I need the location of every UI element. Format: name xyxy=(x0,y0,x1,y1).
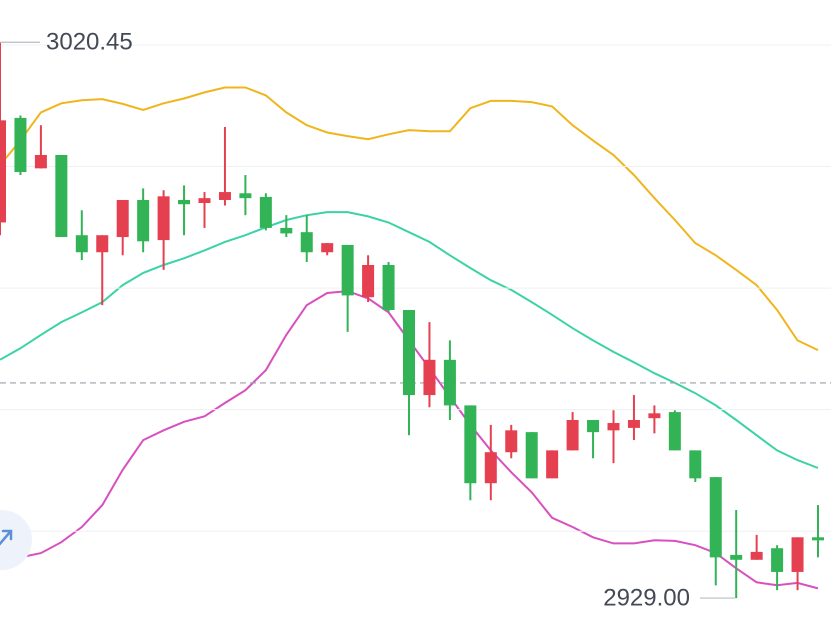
band-line xyxy=(0,86,819,352)
trend-button[interactable] xyxy=(0,510,32,570)
candle-body xyxy=(689,450,702,479)
trend-icon xyxy=(0,529,13,546)
candle-body xyxy=(484,452,497,484)
candle-body xyxy=(668,412,681,451)
candle-body xyxy=(218,192,231,200)
candle-body xyxy=(403,309,415,396)
candle-body xyxy=(607,423,620,431)
candle-body xyxy=(280,227,293,234)
candle-body xyxy=(157,196,170,241)
candle-body xyxy=(0,120,6,223)
candle-body xyxy=(812,537,824,541)
candle-body xyxy=(464,405,477,484)
candle-body xyxy=(137,199,150,242)
candle-body xyxy=(443,359,456,406)
candle-body xyxy=(566,419,579,451)
candle-body xyxy=(730,554,743,560)
candle-body xyxy=(382,265,395,310)
candle-body xyxy=(750,551,763,560)
candle-body xyxy=(116,199,129,238)
candle-body xyxy=(14,117,27,173)
candle-body xyxy=(362,265,375,298)
candle-body xyxy=(587,419,600,433)
candle-body xyxy=(300,232,313,253)
candle-body xyxy=(648,413,661,419)
candle-body xyxy=(771,548,784,572)
candle-body xyxy=(791,537,804,572)
candle-body xyxy=(259,196,272,228)
candle-body xyxy=(96,235,109,253)
candle-body xyxy=(75,235,88,253)
candle-body xyxy=(341,244,354,296)
candle-body xyxy=(525,432,538,479)
annotation-label: 3020.45 xyxy=(46,29,133,56)
candle-body xyxy=(55,154,68,238)
candle-body xyxy=(178,199,191,205)
candle-body xyxy=(505,430,518,453)
band-line xyxy=(0,211,819,469)
candle-body xyxy=(321,243,334,253)
candle-body xyxy=(198,198,211,204)
annotation-label: 2929.00 xyxy=(603,584,690,611)
candle-body xyxy=(627,419,640,428)
candle-body xyxy=(239,193,252,199)
candle-body xyxy=(546,450,559,479)
candle-body xyxy=(709,477,722,558)
candle-body xyxy=(423,359,436,396)
candle-body xyxy=(34,154,47,169)
